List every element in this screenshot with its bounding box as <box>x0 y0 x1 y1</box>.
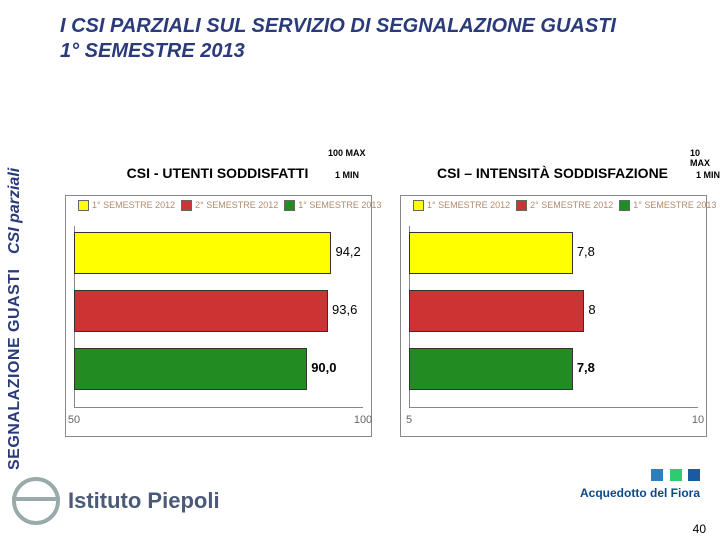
bar <box>409 290 584 332</box>
x-tick: 100 <box>354 414 372 426</box>
bar-label: 7,8 <box>577 244 595 259</box>
chart-left-legend: 1° SEMESTRE 20122° SEMESTRE 20121° SEMES… <box>72 200 365 211</box>
title-line2: 1° SEMESTRE 2013 <box>60 40 245 62</box>
x-tick: 5 <box>406 414 412 426</box>
bar-label: 94,2 <box>335 244 360 259</box>
bar <box>74 348 307 390</box>
bar <box>409 348 573 390</box>
bar <box>74 290 328 332</box>
piepoli-text: Istituto Piepoli <box>68 488 220 514</box>
chart-left: 1° SEMESTRE 20122° SEMESTRE 20121° SEMES… <box>65 195 372 437</box>
acquedotto-text: Acquedotto del Fiora <box>580 486 700 500</box>
bar-label: 93,6 <box>332 302 357 317</box>
aq-sq-2 <box>670 469 682 481</box>
chart-left-title: CSI - UTENTI SODDISFATTI <box>65 165 370 181</box>
title-line1: I CSI PARZIALI SUL SERVIZIO DI SEGNALAZI… <box>60 15 616 37</box>
piepoli-ring-icon <box>12 477 60 525</box>
chart-left-plot: 5010094,293,690,0 <box>74 226 363 408</box>
bar-label: 90,0 <box>311 360 336 375</box>
sidebar-main: SEGNALAZIONE GUASTI <box>6 268 23 470</box>
sidebar-text: SEGNALAZIONE GUASTI CSI parziali <box>6 168 24 470</box>
chart-right-title: CSI – INTENSITÀ SODDISFAZIONE <box>400 165 705 181</box>
chart-right-legend: 1° SEMESTRE 20122° SEMESTRE 20121° SEMES… <box>407 200 700 211</box>
page-title: I CSI PARZIALI SUL SERVIZIO DI SEGNALAZI… <box>60 14 700 64</box>
bar <box>409 232 573 274</box>
chart-right: 1° SEMESTRE 20122° SEMESTRE 20121° SEMES… <box>400 195 707 437</box>
piepoli-logo: Istituto Piepoli <box>12 477 220 525</box>
aq-sq-3 <box>688 469 700 481</box>
acquedotto-squares <box>580 468 700 486</box>
slide: { "title_line1": "I CSI PARZIALI SUL SER… <box>0 0 720 540</box>
bar <box>74 232 331 274</box>
footer: Istituto Piepoli Acquedotto del Fiora <box>0 478 720 524</box>
page-number: 40 <box>693 522 706 536</box>
chart-right-plot: 5107,887,8 <box>409 226 698 408</box>
sidebar: SEGNALAZIONE GUASTI CSI parziali <box>6 200 34 480</box>
x-tick: 10 <box>692 414 704 426</box>
aq-sq-1 <box>651 469 663 481</box>
max-label-left: 100 MAX <box>328 148 366 158</box>
acquedotto-logo: Acquedotto del Fiora <box>580 468 700 500</box>
sidebar-sub: CSI parziali <box>6 168 23 254</box>
bar-label: 8 <box>588 302 595 317</box>
bar-label: 7,8 <box>577 360 595 375</box>
x-tick: 50 <box>68 414 80 426</box>
